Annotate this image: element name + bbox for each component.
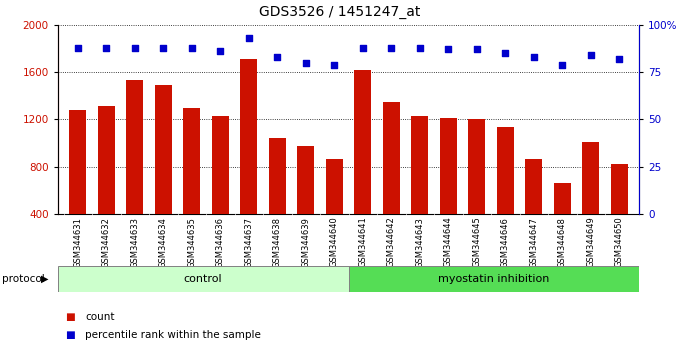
- Bar: [155, 85, 172, 262]
- Bar: [411, 116, 428, 262]
- Point: [528, 54, 539, 60]
- Text: GSM344649: GSM344649: [586, 217, 595, 267]
- Text: GSM344650: GSM344650: [615, 217, 624, 267]
- Bar: [354, 70, 371, 262]
- Bar: [211, 116, 228, 262]
- Point: [443, 47, 454, 52]
- Point: [585, 52, 596, 58]
- Bar: [240, 59, 257, 262]
- Bar: [440, 118, 457, 262]
- Text: GSM344646: GSM344646: [500, 217, 510, 268]
- Text: GSM344645: GSM344645: [472, 217, 481, 267]
- Point: [129, 45, 140, 50]
- Text: GSM344631: GSM344631: [73, 217, 82, 268]
- Text: protocol: protocol: [2, 274, 45, 284]
- Point: [215, 48, 226, 54]
- Point: [329, 62, 340, 67]
- Point: [243, 35, 254, 41]
- Bar: [383, 102, 400, 262]
- Point: [414, 45, 425, 50]
- Point: [614, 56, 625, 62]
- Text: GSM344647: GSM344647: [529, 217, 539, 268]
- Text: myostatin inhibition: myostatin inhibition: [438, 274, 549, 284]
- Point: [500, 50, 511, 56]
- Text: GSM344635: GSM344635: [187, 217, 197, 268]
- Bar: [469, 119, 486, 262]
- Point: [386, 45, 396, 50]
- Bar: [183, 108, 201, 262]
- Point: [272, 54, 283, 60]
- Text: ■: ■: [65, 330, 74, 339]
- Text: ■: ■: [65, 312, 74, 322]
- Bar: [525, 159, 543, 262]
- Text: GSM344638: GSM344638: [273, 217, 282, 268]
- Text: GSM344639: GSM344639: [301, 217, 310, 268]
- Text: percentile rank within the sample: percentile rank within the sample: [85, 330, 261, 339]
- Text: GDS3526 / 1451247_at: GDS3526 / 1451247_at: [259, 5, 421, 19]
- Point: [101, 45, 112, 50]
- Bar: [348, 266, 639, 292]
- Bar: [496, 127, 514, 262]
- Point: [158, 45, 169, 50]
- Text: GSM344637: GSM344637: [244, 217, 253, 268]
- Text: GSM344644: GSM344644: [444, 217, 453, 267]
- Bar: [582, 142, 599, 262]
- Bar: [297, 145, 314, 262]
- Text: GSM344643: GSM344643: [415, 217, 424, 268]
- Bar: [269, 138, 286, 262]
- Point: [301, 60, 311, 65]
- Point: [186, 45, 197, 50]
- Bar: [554, 183, 571, 262]
- Text: count: count: [85, 312, 114, 322]
- Point: [357, 45, 368, 50]
- Text: GSM344641: GSM344641: [358, 217, 367, 267]
- Bar: [98, 107, 115, 262]
- Text: GSM344634: GSM344634: [158, 217, 168, 268]
- Text: GSM344640: GSM344640: [330, 217, 339, 267]
- Text: GSM344633: GSM344633: [131, 217, 139, 268]
- Bar: [69, 110, 86, 262]
- Text: GSM344632: GSM344632: [102, 217, 111, 268]
- Bar: [611, 165, 628, 262]
- Point: [471, 47, 482, 52]
- Bar: [58, 266, 348, 292]
- Bar: [126, 80, 143, 262]
- Text: control: control: [184, 274, 222, 284]
- Text: GSM344642: GSM344642: [387, 217, 396, 267]
- Point: [557, 62, 568, 67]
- Text: GSM344648: GSM344648: [558, 217, 566, 268]
- Text: ▶: ▶: [41, 274, 48, 284]
- Point: [72, 45, 83, 50]
- Bar: [326, 159, 343, 262]
- Text: GSM344636: GSM344636: [216, 217, 225, 268]
